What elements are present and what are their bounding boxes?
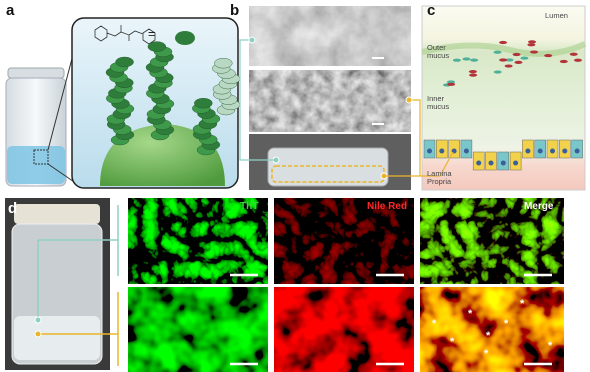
channel-label: ThT <box>240 201 259 212</box>
monomer-icon <box>175 31 195 45</box>
bacterium <box>530 50 539 54</box>
mucus-layer <box>421 41 587 57</box>
zoom-box <box>33 149 49 165</box>
panel-label: a <box>6 2 15 19</box>
bacterium <box>569 52 578 56</box>
nucleus <box>537 148 543 154</box>
bacterium <box>520 56 529 60</box>
micrograph-merge <box>420 287 564 372</box>
connector <box>239 39 276 161</box>
micrograph-merge <box>420 198 564 284</box>
nucleus <box>525 148 531 154</box>
bacterium <box>493 50 502 54</box>
bacterium <box>499 40 508 45</box>
fibril-unit <box>194 97 213 109</box>
bacterium <box>527 43 536 47</box>
region-label: Lumen <box>545 11 568 20</box>
micrograph-tht <box>128 287 268 372</box>
bacterium <box>462 57 471 61</box>
nucleus <box>500 160 506 166</box>
marker-label: * <box>520 298 525 310</box>
marker <box>34 316 42 324</box>
marker-label: * <box>504 318 509 330</box>
marker-label: * <box>486 330 491 342</box>
panel-label: c <box>427 2 436 19</box>
vial-liquid <box>14 316 100 360</box>
panel-d <box>5 198 564 372</box>
micrograph-nile-red <box>274 287 414 372</box>
bacterium <box>469 73 478 77</box>
nucleus <box>463 148 469 154</box>
bacterium <box>504 64 513 68</box>
vial-cap <box>14 204 100 224</box>
nucleus <box>574 148 580 154</box>
marker-label: * <box>548 340 553 352</box>
bacterium <box>514 60 523 64</box>
bacterium <box>528 40 537 44</box>
bacterium <box>452 58 461 62</box>
nucleus <box>550 148 555 154</box>
gel <box>267 147 389 187</box>
panel-c <box>420 5 587 191</box>
micrograph-nile-red <box>274 198 414 284</box>
molecule <box>94 25 156 45</box>
bacterium <box>573 58 582 62</box>
vial-cap <box>7 67 65 79</box>
panel-label: d <box>8 200 18 217</box>
fibril-unit <box>147 41 167 52</box>
scale-bars <box>230 273 552 366</box>
bacterium <box>446 80 455 84</box>
nucleus <box>476 160 482 166</box>
fibril-unit <box>214 58 233 69</box>
panel-a <box>5 17 241 189</box>
micrograph-tht <box>128 198 268 284</box>
epithelium <box>423 139 583 171</box>
equals-sign: = <box>148 26 156 41</box>
droplet <box>100 124 225 186</box>
nucleus <box>427 148 432 154</box>
region-label: Lamina Propria <box>427 169 452 186</box>
image-middle <box>248 69 412 133</box>
fibril-unit <box>115 56 134 68</box>
bacterium <box>493 70 502 74</box>
connector <box>384 99 421 177</box>
nucleus <box>562 148 568 154</box>
bacterium <box>512 52 521 57</box>
nucleus <box>513 160 519 166</box>
marker <box>34 330 42 338</box>
region-label: Outer mucus <box>427 43 450 60</box>
panel-label: b <box>230 2 240 19</box>
marker-label: * <box>432 318 437 330</box>
vial-liquid <box>7 146 65 184</box>
nucleus <box>488 160 494 166</box>
connector <box>420 151 454 177</box>
marker <box>405 96 413 104</box>
panel-b <box>239 5 421 190</box>
bacterium <box>470 58 479 62</box>
bacteria <box>443 40 582 87</box>
marker-label: * <box>484 348 489 360</box>
channel-label: Nile Red <box>367 201 408 212</box>
bacterium <box>447 82 456 86</box>
bacterium <box>505 58 514 62</box>
bacterium <box>559 59 568 64</box>
bacterium <box>544 53 553 58</box>
fibrils <box>105 41 241 156</box>
bacterium <box>499 58 508 62</box>
marker <box>248 36 256 44</box>
region-label: Inner mucus <box>427 94 450 111</box>
bacterium <box>468 69 477 74</box>
marker-label: * <box>450 336 455 348</box>
channel-label: Merge <box>524 201 554 212</box>
nucleus <box>439 148 445 154</box>
marker-label: * <box>468 308 473 320</box>
image-top <box>248 5 412 67</box>
